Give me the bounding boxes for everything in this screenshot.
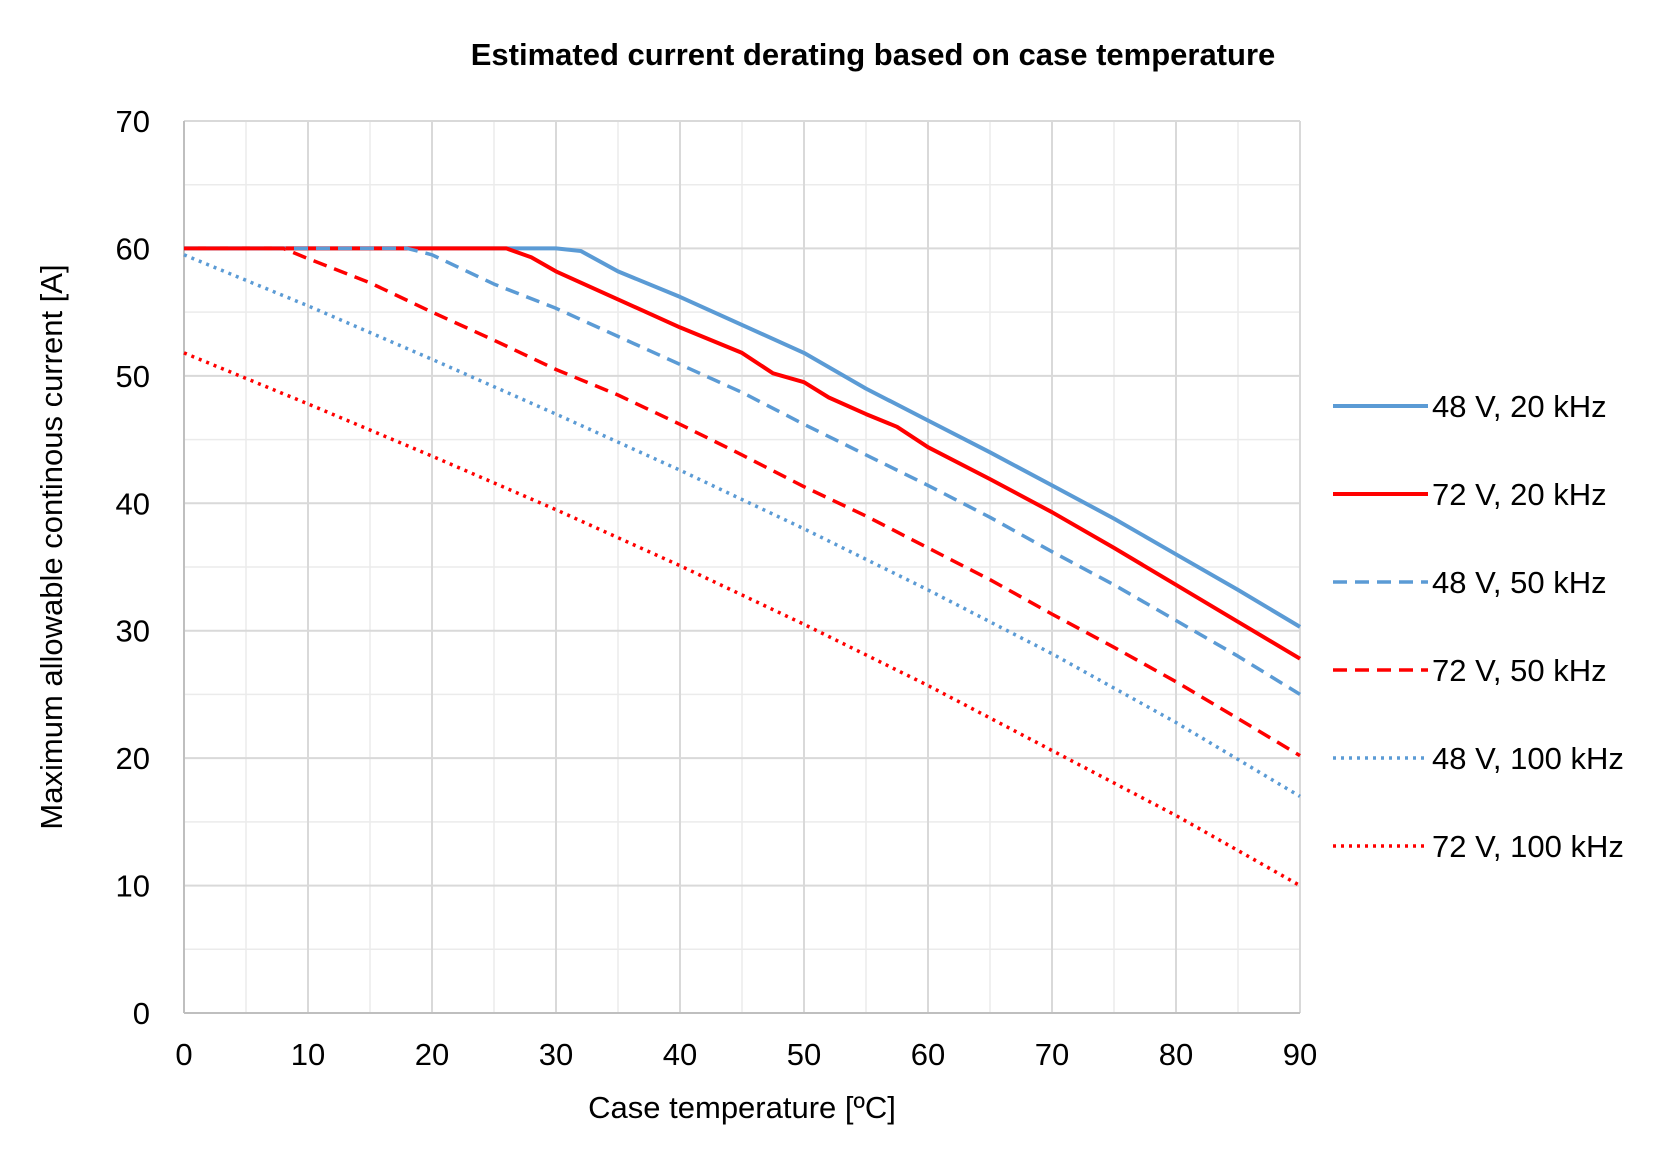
- grid: [183, 120, 1301, 1014]
- series-line-6: [183, 351, 1301, 888]
- y-tick-label: 60: [116, 231, 150, 266]
- y-tick-label: 40: [116, 486, 150, 521]
- legend-label-3: 48 V, 50 kHz: [1432, 565, 1607, 600]
- series-lines: [183, 246, 1302, 888]
- y-tick-label: 50: [116, 359, 150, 394]
- x-tick-label: 50: [787, 1037, 821, 1072]
- x-tick-label: 10: [291, 1037, 325, 1072]
- chart-title: Estimated current derating based on case…: [471, 37, 1276, 72]
- x-tick-label: 60: [911, 1037, 945, 1072]
- y-axis-label: Maximum allowable continous current [A]: [34, 264, 69, 829]
- axes: 0 10 20 30 40 50 60 70 80 90 0 10 20 30 40 50 60 70: [116, 104, 1318, 1072]
- legend-label-6: 72 V, 100 kHz: [1432, 829, 1624, 864]
- y-tick-label: 10: [116, 869, 150, 904]
- x-tick-label: 30: [539, 1037, 573, 1072]
- legend-label-1: 48 V, 20 kHz: [1432, 389, 1607, 424]
- x-axis-label: Case temperature [ºC]: [588, 1090, 896, 1125]
- legend-label-2: 72 V, 20 kHz: [1432, 477, 1607, 512]
- series-line-5: [183, 253, 1301, 798]
- legend-label-5: 48 V, 100 kHz: [1432, 741, 1624, 776]
- series-line-3: [184, 246, 1301, 696]
- y-tick-label: 70: [116, 104, 150, 139]
- y-tick-label: 30: [116, 614, 150, 649]
- series-line-4: [184, 246, 1301, 758]
- y-tick-label: 20: [116, 741, 150, 776]
- x-tick-label: 0: [175, 1037, 192, 1072]
- x-tick-label: 70: [1035, 1037, 1069, 1072]
- legend-label-4: 72 V, 50 kHz: [1432, 653, 1607, 688]
- x-tick-label: 20: [415, 1037, 449, 1072]
- x-tick-label: 40: [663, 1037, 697, 1072]
- legend: 48 V, 20 kHz 72 V, 20 kHz 48 V, 50 kHz 72 V…: [1333, 389, 1624, 864]
- x-tick-label: 90: [1283, 1037, 1317, 1072]
- x-tick-label: 80: [1159, 1037, 1193, 1072]
- series-line-2: [184, 246, 1302, 661]
- y-tick-label: 0: [133, 996, 150, 1031]
